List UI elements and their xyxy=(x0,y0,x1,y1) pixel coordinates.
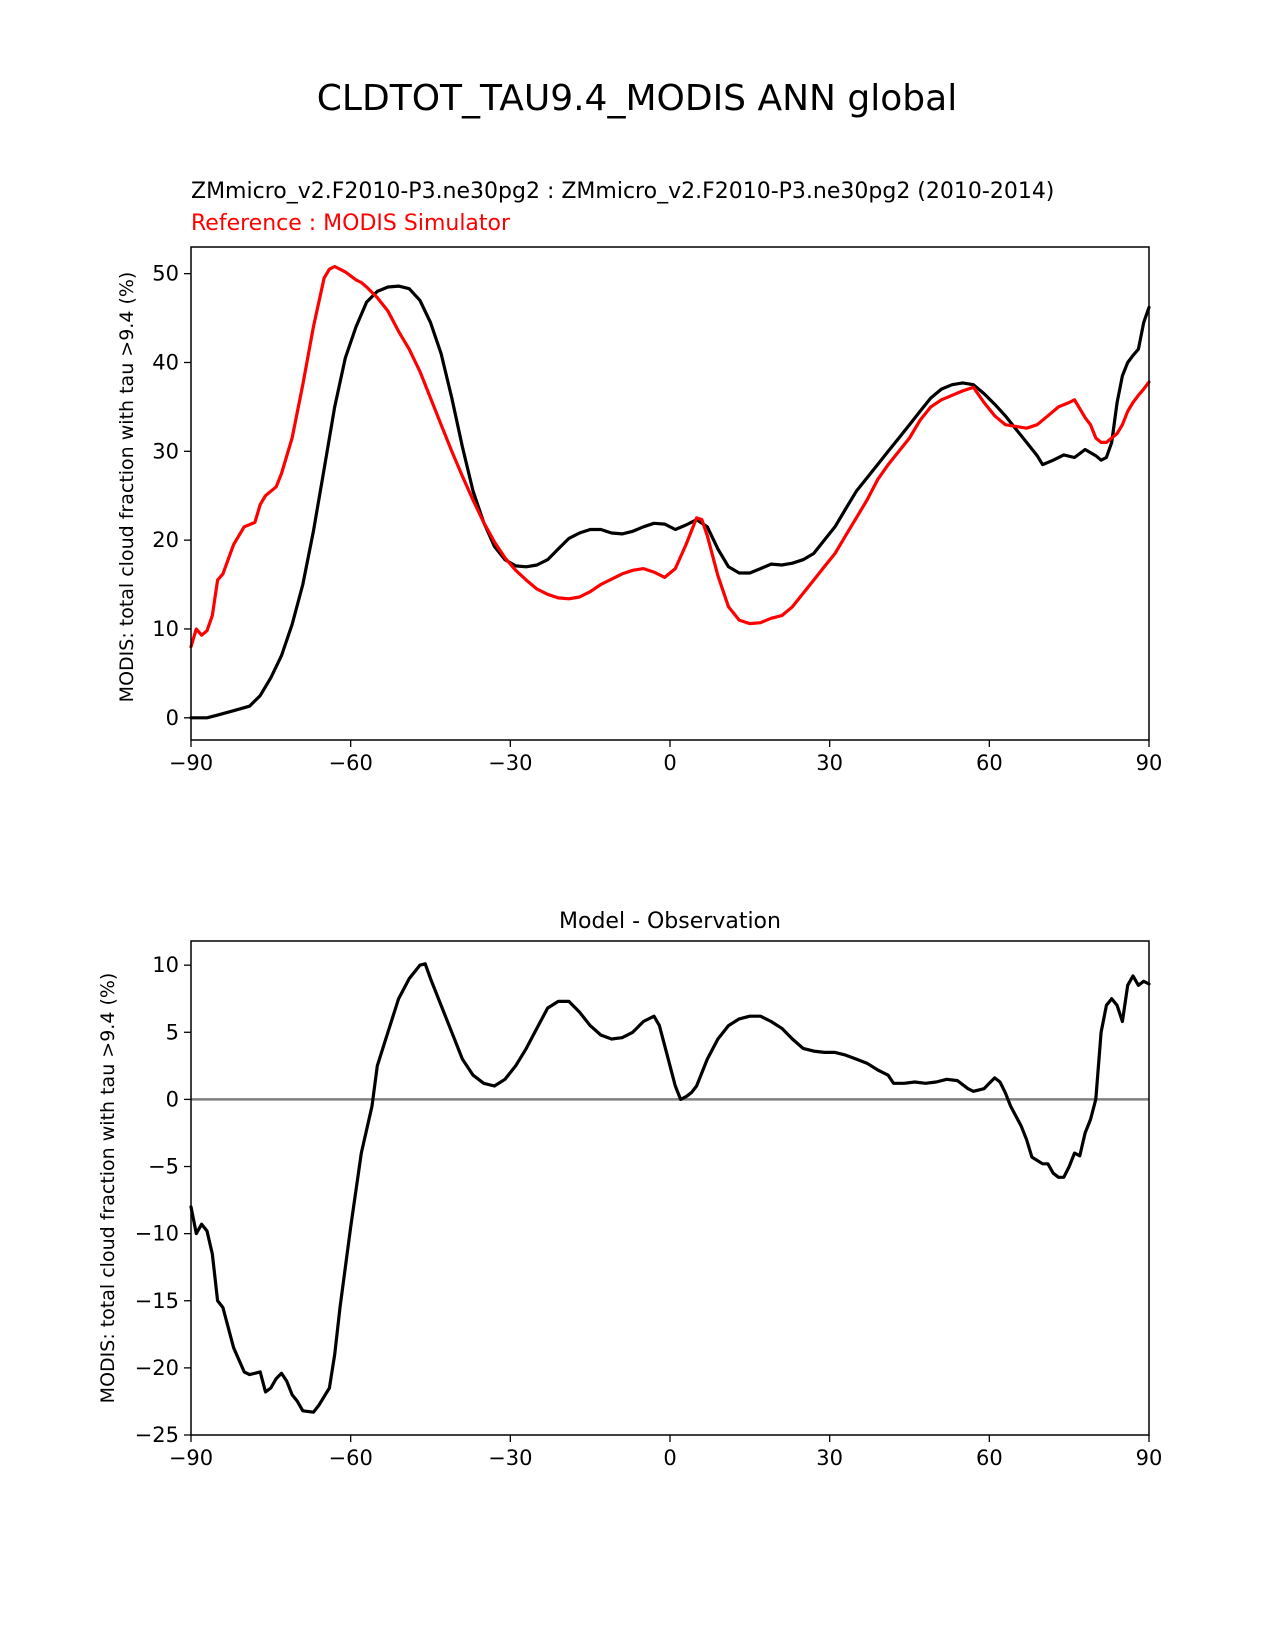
top-panel-x-tick-label: −30 xyxy=(488,751,532,775)
bottom-panel-x-tick-label: 90 xyxy=(1136,1446,1163,1470)
bottom-panel-y-tick-label: −15 xyxy=(135,1289,179,1313)
bottom-panel-x-tick-label: 60 xyxy=(976,1446,1003,1470)
top-panel-frame xyxy=(190,246,1150,741)
top-panel-x-tick-label: −90 xyxy=(169,751,213,775)
top-panel-series-line-1 xyxy=(189,264,1151,649)
bottom-panel-y-tick-label: 5 xyxy=(166,1020,179,1044)
top-panel-y-tick-label: 10 xyxy=(152,617,179,641)
bottom-panel-series-line-0 xyxy=(189,962,1151,1414)
top-panel-series-line-0 xyxy=(189,284,1151,720)
bottom-panel: Model - Observation MODIS: total cloud f… xyxy=(97,909,1162,1470)
top-panel-y-tick-label: 50 xyxy=(152,262,179,286)
top-panel-y-tick-label: 20 xyxy=(152,528,179,552)
bottom-panel-y-axis-label: MODIS: total cloud fraction with tau >9.… xyxy=(97,973,119,1404)
bottom-panel-y-tick-label: 10 xyxy=(152,953,179,977)
bottom-panel-series xyxy=(189,962,1151,1414)
bottom-panel-x-tick-label: 0 xyxy=(663,1446,676,1470)
bottom-panel-frame xyxy=(190,940,1150,1436)
top-panel-reference-title: Reference : MODIS Simulator xyxy=(191,211,511,236)
bottom-panel-x-tick-label: −60 xyxy=(329,1446,373,1470)
top-panel-series xyxy=(189,264,1151,720)
top-panel-x-tick-label: 0 xyxy=(663,751,676,775)
top-panel: ZMmicro_v2.F2010-P3.ne30pg2 : ZMmicro_v2… xyxy=(116,179,1162,775)
figure-suptitle: CLDTOT_TAU9.4_MODIS ANN global xyxy=(317,78,957,119)
bottom-panel-x-tick-label: −90 xyxy=(169,1446,213,1470)
bottom-panel-y-tick-label: 0 xyxy=(166,1087,179,1111)
top-panel-y-tick-label: 30 xyxy=(152,439,179,463)
top-panel-y-tick-label: 40 xyxy=(152,350,179,374)
top-panel-x-tick-label: −60 xyxy=(329,751,373,775)
bottom-panel-title: Model - Observation xyxy=(559,909,781,934)
top-panel-y-tick-label: 0 xyxy=(166,706,179,730)
top-panel-x-tick-label: 60 xyxy=(976,751,1003,775)
top-panel-x-tick-label: 90 xyxy=(1136,751,1163,775)
top-panel-test-title: ZMmicro_v2.F2010-P3.ne30pg2 : ZMmicro_v2… xyxy=(191,179,1054,204)
bottom-panel-y-tick-label: −25 xyxy=(135,1423,179,1447)
bottom-panel-y-tick-label: −10 xyxy=(135,1222,179,1246)
top-panel-x-tick-label: 30 xyxy=(816,751,843,775)
top-panel-grid-ticks: −90 −60 −30 0 30 60 90 0 10 20 30 40 50 xyxy=(152,262,1162,775)
bottom-panel-grid-ticks: −90 −60 −30 0 30 60 90 −25 −20 −15 −10 −5 0 5 10 xyxy=(135,953,1163,1470)
bottom-panel-x-tick-label: 30 xyxy=(816,1446,843,1470)
top-panel-y-axis-label: MODIS: total cloud fraction with tau >9.… xyxy=(116,272,138,703)
bottom-panel-x-tick-label: −30 xyxy=(488,1446,532,1470)
bottom-panel-y-tick-label: −5 xyxy=(148,1155,179,1179)
bottom-panel-y-tick-label: −20 xyxy=(135,1356,179,1380)
